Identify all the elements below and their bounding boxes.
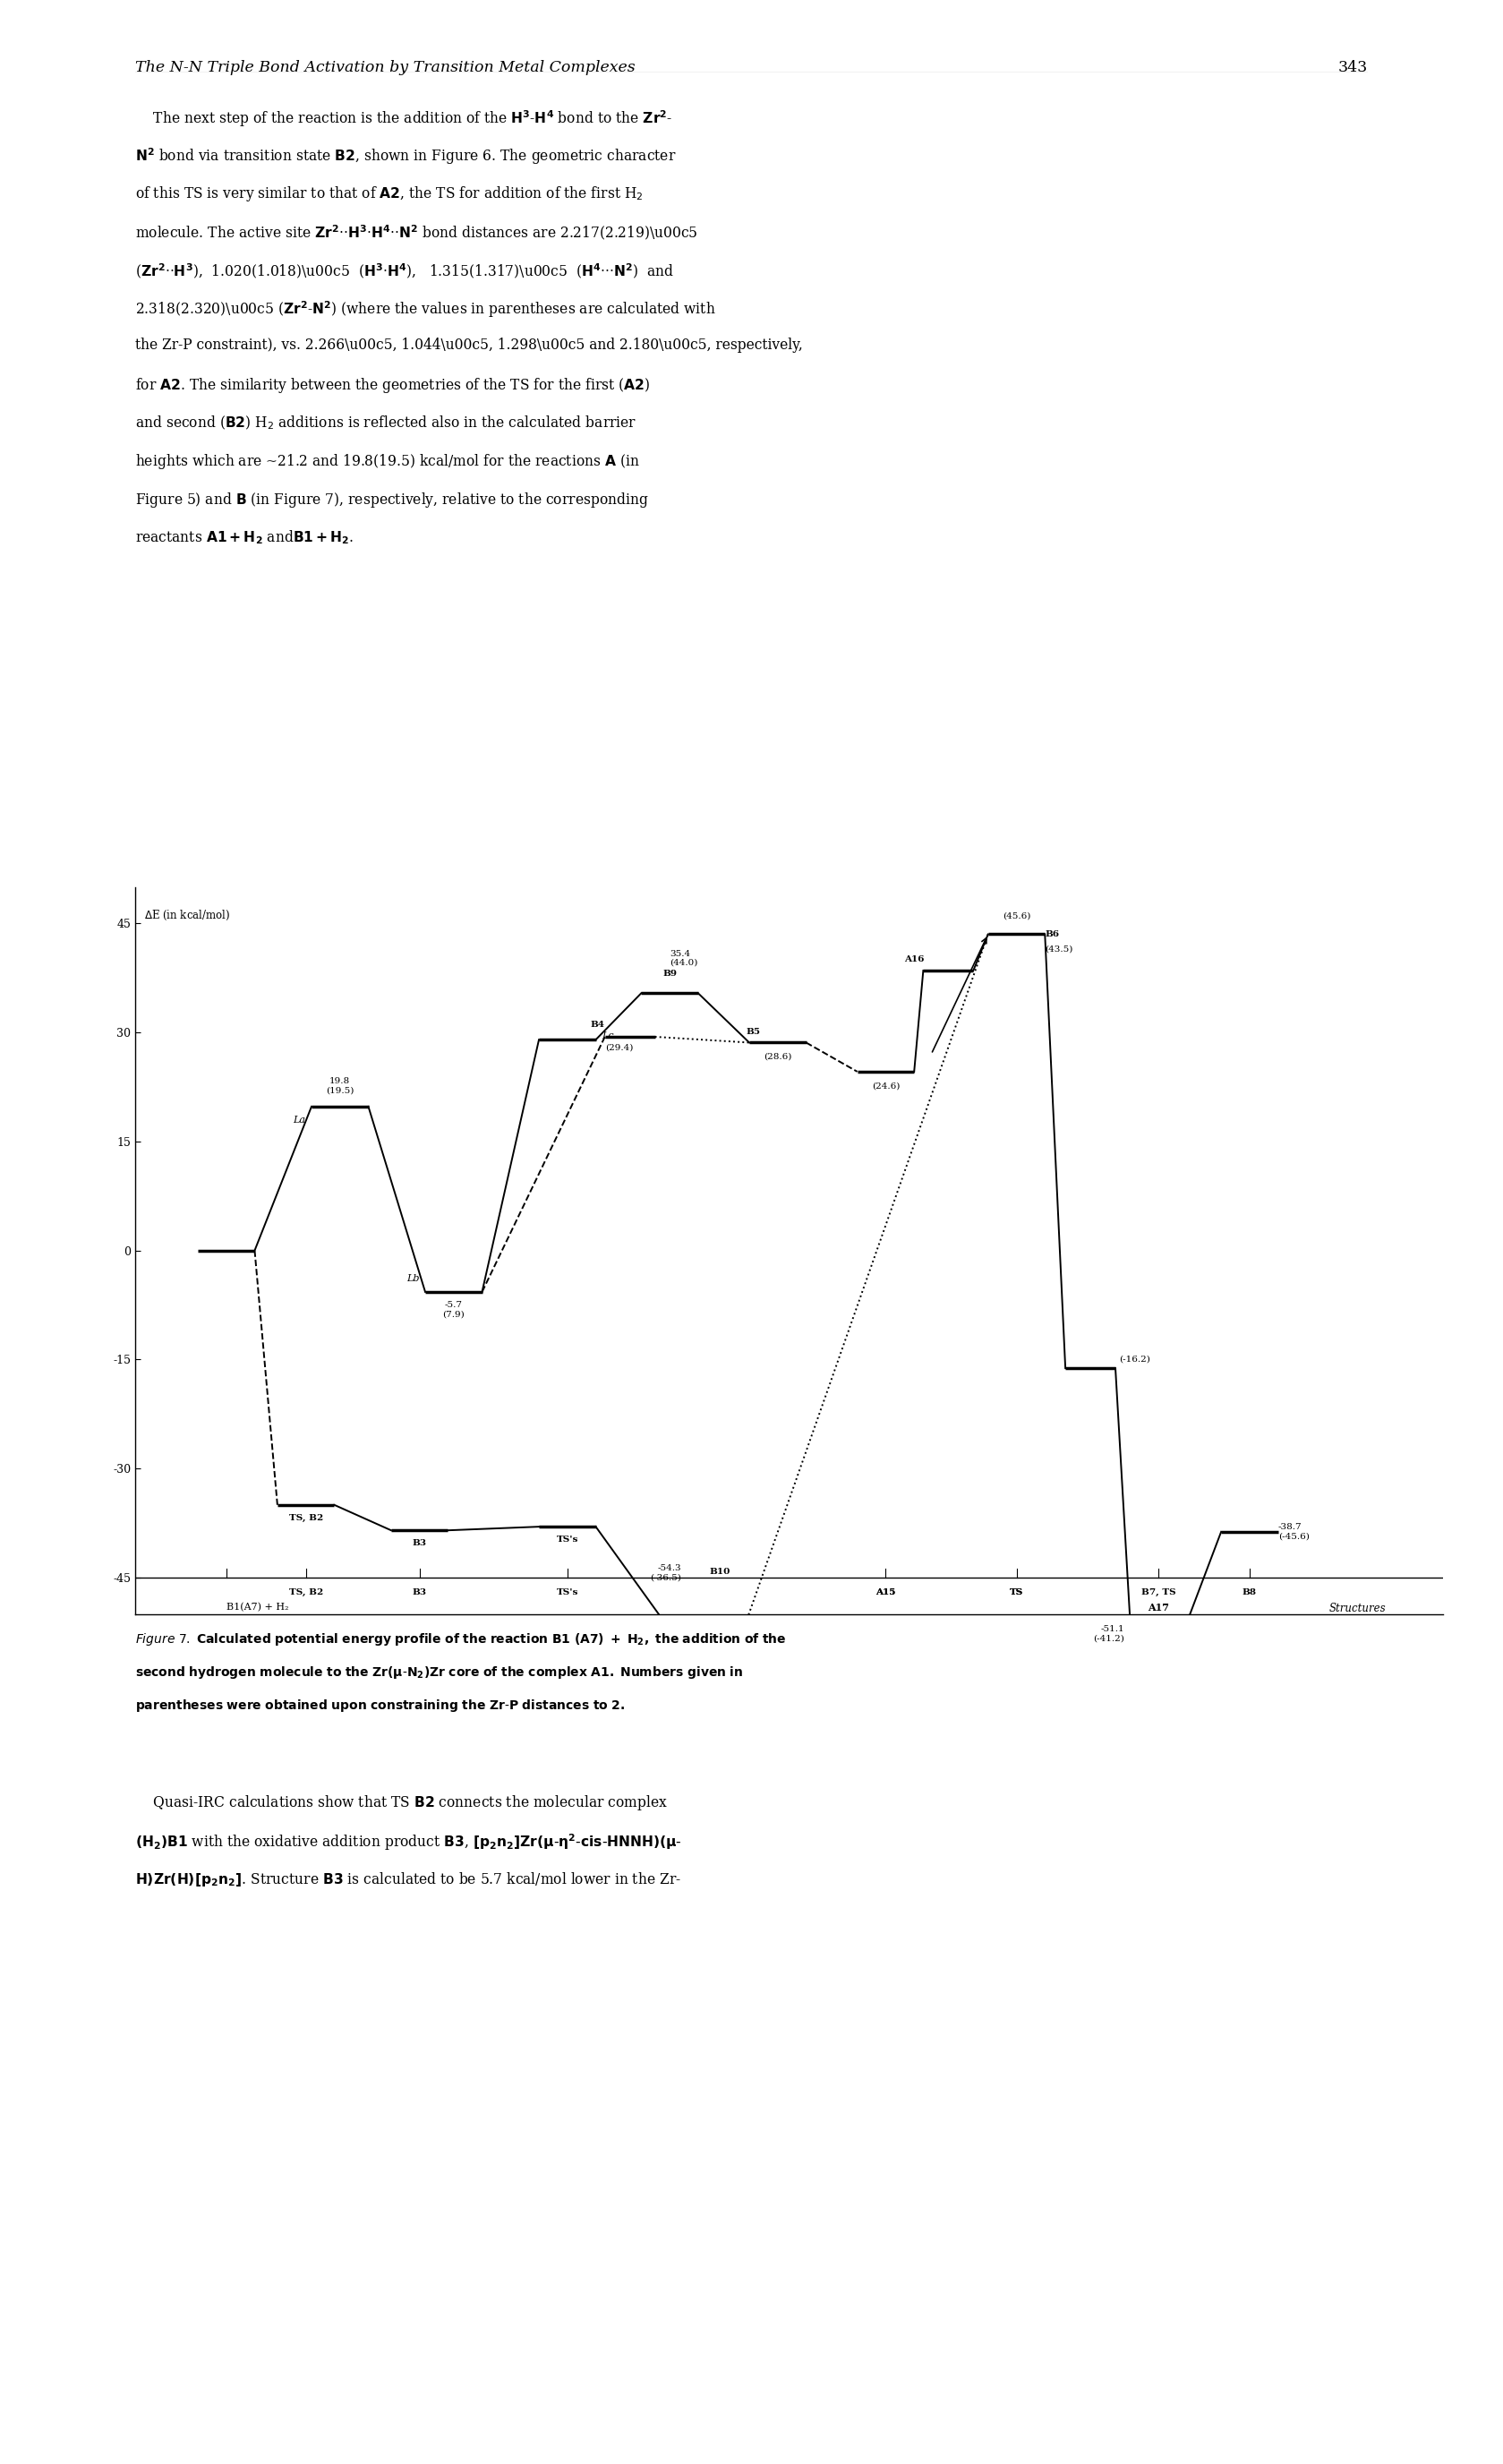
Text: TS's: TS's [556, 1589, 579, 1597]
Text: B6: B6 [1045, 931, 1060, 939]
Text: The N-N Triple Bond Activation by Transition Metal Complexes: The N-N Triple Bond Activation by Transi… [135, 59, 636, 76]
Text: the Zr-P constraint), vs. 2.266\u00c5, 1.044\u00c5, 1.298\u00c5 and 2.180\u00c5,: the Zr-P constraint), vs. 2.266\u00c5, 1… [135, 338, 803, 352]
Text: $\it{Figure}$ $\it{7.}$ $\bf{Calculated\ potential\ energy\ profile\ of\ the\ re: $\it{Figure}$ $\it{7.}$ $\bf{Calculated\… [135, 1631, 786, 1648]
Text: $\mathbf{(H_2)B1}$ with the oxidative addition product $\mathbf{B3}$, $\mathbf{[: $\mathbf{(H_2)B1}$ with the oxidative ad… [135, 1833, 682, 1853]
Text: TS's: TS's [556, 1535, 579, 1542]
Text: -5.7
(7.9): -5.7 (7.9) [442, 1301, 464, 1318]
Text: (24.6): (24.6) [872, 1082, 900, 1089]
Text: A17: A17 [1148, 1604, 1169, 1614]
Text: molecule. The active site $\mathbf{Zr^2}$$\cdot$$\cdot$$\mathbf{H^3}$$\cdot$$\ma: molecule. The active site $\mathbf{Zr^2}… [135, 224, 697, 241]
Text: $\bf{second\ hydrogen\ molecule\ to\ the\ Zr(\mu\text{-}N_2)Zr\ core\ of\ the\ c: $\bf{second\ hydrogen\ molecule\ to\ the… [135, 1666, 744, 1680]
Text: heights which are ~21.2 and 19.8(19.5) kcal/mol for the reactions $\mathbf{A}$ (: heights which are ~21.2 and 19.8(19.5) k… [135, 453, 640, 471]
Text: ($\mathbf{Zr^2}$$\cdot$$\cdot$$\mathbf{H^3}$),  1.020(1.018)\u00c5  ($\mathbf{H^: ($\mathbf{Zr^2}$$\cdot$$\cdot$$\mathbf{H… [135, 261, 673, 281]
Text: B3: B3 [412, 1589, 427, 1597]
Text: TS, B2: TS, B2 [289, 1513, 323, 1523]
Text: 2.318(2.320)\u00c5 ($\mathbf{Zr^2}$-$\mathbf{N^2}$) (where the values in parenth: 2.318(2.320)\u00c5 ($\mathbf{Zr^2}$-$\ma… [135, 298, 715, 320]
Text: B3: B3 [412, 1540, 427, 1547]
Text: B8: B8 [1243, 1589, 1257, 1597]
Text: B10: B10 [709, 1567, 730, 1577]
Text: 343: 343 [1338, 59, 1368, 76]
Text: B7, TS: B7, TS [1141, 1589, 1175, 1597]
Text: B4: B4 [591, 1020, 604, 1030]
Text: B1(A7) + H₂: B1(A7) + H₂ [227, 1604, 289, 1611]
Text: $\mathbf{H)Zr(H)[p_2n_2]}$. Structure $\mathbf{B3}$ is calculated to be 5.7 kcal: $\mathbf{H)Zr(H)[p_2n_2]}$. Structure $\… [135, 1870, 681, 1887]
Text: Lc: Lc [601, 1032, 613, 1040]
Text: $\mathbf{N^2}$ bond via transition state $\mathbf{B2}$, shown in Figure 6. The g: $\mathbf{N^2}$ bond via transition state… [135, 148, 676, 168]
Text: (29.4): (29.4) [604, 1042, 633, 1052]
Text: TS, B2: TS, B2 [289, 1589, 323, 1597]
Text: A15: A15 [876, 1589, 896, 1597]
Text: for $\mathbf{A2}$. The similarity between the geometries of the TS for the first: for $\mathbf{A2}$. The similarity betwee… [135, 377, 651, 394]
Text: reactants $\mathbf{A1 + H_2}$ and$\mathbf{B1 + H_2}$.: reactants $\mathbf{A1 + H_2}$ and$\mathb… [135, 530, 355, 547]
Text: The next step of the reaction is the addition of the $\mathbf{H^3}$-$\mathbf{H^4: The next step of the reaction is the add… [135, 108, 673, 128]
Text: Lb: Lb [406, 1274, 419, 1284]
Text: 19.8
(19.5): 19.8 (19.5) [326, 1077, 355, 1094]
Text: $\Delta$E (in kcal/mol): $\Delta$E (in kcal/mol) [144, 909, 230, 922]
Text: -54.3
(-36.5): -54.3 (-36.5) [649, 1565, 681, 1582]
Text: -51.1
(-41.2): -51.1 (-41.2) [1093, 1624, 1124, 1641]
Text: -38.7
(-45.6): -38.7 (-45.6) [1278, 1523, 1309, 1540]
Text: Structures: Structures [1329, 1604, 1386, 1614]
Text: A16: A16 [905, 956, 924, 963]
Text: Figure 5) and $\mathbf{B}$ (in Figure 7), respectively, relative to the correspo: Figure 5) and $\mathbf{B}$ (in Figure 7)… [135, 490, 649, 510]
Text: of this TS is very similar to that of $\mathbf{A2}$, the TS for addition of the : of this TS is very similar to that of $\… [135, 185, 643, 205]
Text: Quasi-IRC calculations show that TS $\mathbf{B2}$ connects the molecular complex: Quasi-IRC calculations show that TS $\ma… [135, 1794, 667, 1814]
Text: La: La [293, 1116, 305, 1126]
Text: B9: B9 [663, 971, 676, 978]
Text: TS: TS [1010, 1589, 1024, 1597]
Text: (45.6): (45.6) [1003, 912, 1031, 919]
Text: (43.5): (43.5) [1045, 946, 1073, 954]
Text: 35.4
(44.0): 35.4 (44.0) [670, 949, 697, 966]
Text: B5: B5 [747, 1027, 761, 1035]
Text: $\bf{parentheses\ were\ obtained\ upon\ constraining\ the\ Zr\text{-}P\ distance: $\bf{parentheses\ were\ obtained\ upon\ … [135, 1698, 625, 1715]
Text: TS: TS [1010, 1589, 1024, 1597]
Text: A15: A15 [876, 1589, 896, 1597]
Text: and second ($\mathbf{B2}$) H$_2$ additions is reflected also in the calculated b: and second ($\mathbf{B2}$) H$_2$ additio… [135, 414, 637, 431]
Text: (-16.2): (-16.2) [1118, 1355, 1150, 1363]
Text: (28.6): (28.6) [764, 1052, 792, 1062]
